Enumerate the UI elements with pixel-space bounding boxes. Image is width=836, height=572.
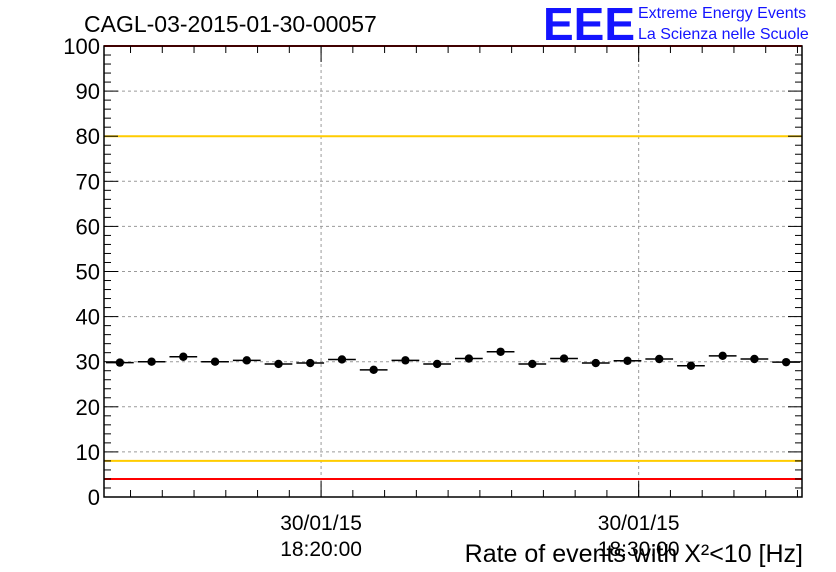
data-point <box>686 361 696 370</box>
y-tick-label: 0 <box>88 485 100 510</box>
data-point <box>718 351 727 361</box>
data-series <box>106 347 800 375</box>
data-point <box>369 365 378 375</box>
data-point <box>179 352 188 361</box>
y-tick-label: 10 <box>76 440 100 465</box>
data-point <box>528 359 537 369</box>
data-point <box>401 356 410 365</box>
y-tick-label: 60 <box>76 214 100 239</box>
logo-line-2: La Scienza nelle Scuole <box>638 26 809 43</box>
x-tick-labels: 30/01/15 18:20:00 30/01/15 18:30:00 <box>280 512 679 561</box>
data-point <box>115 358 125 367</box>
data-point <box>591 358 600 368</box>
eee-logo: EEE Extreme Energy Events La Scienza nel… <box>543 0 809 50</box>
data-point <box>432 359 442 369</box>
x-tick-label-date: 30/01/15 <box>280 512 362 535</box>
axis-ticks <box>104 45 802 498</box>
grid <box>104 46 802 497</box>
y-tick-label: 100 <box>63 34 100 59</box>
x-tick-label-time: 18:20:00 <box>280 538 362 561</box>
y-tick-label: 30 <box>76 350 100 375</box>
x-tick-label-time: 18:30:00 <box>598 538 680 561</box>
data-point <box>242 356 251 365</box>
data-point <box>306 358 315 368</box>
y-tick-label: 40 <box>76 305 100 330</box>
y-tick-label: 50 <box>76 260 100 285</box>
data-point <box>464 354 474 363</box>
logo-letters: EEE <box>543 0 635 50</box>
chart-title: CAGL-03-2015-01-30-00057 <box>84 11 377 37</box>
data-point <box>623 356 632 365</box>
x-axis-label: Rate of events with X²<10 [Hz] <box>465 540 803 568</box>
y-tick-label: 70 <box>76 169 100 194</box>
y-tick-label: 90 <box>76 79 100 104</box>
y-tick-label: 20 <box>76 395 100 420</box>
data-point <box>496 347 505 356</box>
y-tick-labels: 0 10 20 30 40 50 60 70 80 90 100 <box>63 34 100 510</box>
y-tick-label: 80 <box>76 124 100 149</box>
reference-lines <box>104 45 802 480</box>
data-point <box>750 354 759 364</box>
data-point <box>655 354 664 364</box>
data-point <box>337 355 347 364</box>
data-point <box>274 359 283 369</box>
data-point <box>210 357 220 366</box>
x-tick-label-date: 30/01/15 <box>598 512 680 535</box>
data-point <box>781 357 791 367</box>
data-point <box>559 354 569 363</box>
data-point <box>147 357 156 366</box>
logo-line-1: Extreme Energy Events <box>638 5 806 22</box>
